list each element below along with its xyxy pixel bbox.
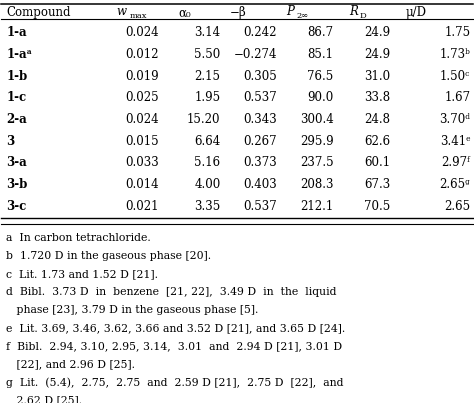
- Text: e  Lit. 3.69, 3.46, 3.62, 3.66 and 3.52 D [21], and 3.65 D [24].: e Lit. 3.69, 3.46, 3.62, 3.66 and 3.52 D…: [6, 323, 346, 333]
- Text: 5.16: 5.16: [194, 156, 220, 169]
- Text: b  1.720 D in the gaseous phase [20].: b 1.720 D in the gaseous phase [20].: [6, 251, 211, 261]
- Text: −0.274: −0.274: [234, 48, 277, 61]
- Text: 2.97ᶠ: 2.97ᶠ: [442, 156, 470, 169]
- Text: 0.024: 0.024: [126, 113, 159, 126]
- Text: 62.6: 62.6: [364, 135, 390, 147]
- Text: 24.9: 24.9: [364, 26, 390, 39]
- Text: 4.00: 4.00: [194, 178, 220, 191]
- Text: c  Lit. 1.73 and 1.52 D [21].: c Lit. 1.73 and 1.52 D [21].: [6, 269, 158, 279]
- Text: 2.15: 2.15: [194, 70, 220, 83]
- Text: 1.73ᵇ: 1.73ᵇ: [439, 48, 470, 61]
- Text: 31.0: 31.0: [364, 70, 390, 83]
- Text: 300.4: 300.4: [300, 113, 334, 126]
- Text: 0.305: 0.305: [243, 70, 277, 83]
- Text: 3.35: 3.35: [194, 199, 220, 212]
- Text: 0.373: 0.373: [243, 156, 277, 169]
- Text: [22], and 2.96 D [25].: [22], and 2.96 D [25].: [6, 359, 135, 369]
- Text: 3.14: 3.14: [194, 26, 220, 39]
- Text: μ/D: μ/D: [406, 6, 427, 19]
- Text: phase [23], 3.79 D in the gaseous phase [5].: phase [23], 3.79 D in the gaseous phase …: [6, 305, 258, 315]
- Text: 3.41ᵉ: 3.41ᵉ: [439, 135, 470, 147]
- Text: f  Bibl.  2.94, 3.10, 2.95, 3.14,  3.01  and  2.94 D [21], 3.01 D: f Bibl. 2.94, 3.10, 2.95, 3.14, 3.01 and…: [6, 341, 342, 351]
- Text: 0.267: 0.267: [244, 135, 277, 147]
- Text: D: D: [359, 12, 366, 20]
- Text: P: P: [286, 5, 294, 18]
- Text: 3-c: 3-c: [6, 199, 27, 212]
- Text: 60.1: 60.1: [364, 156, 390, 169]
- Text: 15.20: 15.20: [187, 113, 220, 126]
- Text: 208.3: 208.3: [300, 178, 334, 191]
- Text: g  Lit.  (5.4),  2.75,  2.75  and  2.59 D [21],  2.75 D  [22],  and: g Lit. (5.4), 2.75, 2.75 and 2.59 D [21]…: [6, 377, 344, 388]
- Text: 2∞: 2∞: [296, 12, 309, 20]
- Text: 1.50ᶜ: 1.50ᶜ: [440, 70, 470, 83]
- Text: 3-a: 3-a: [6, 156, 27, 169]
- Text: 0.015: 0.015: [126, 135, 159, 147]
- Text: 76.5: 76.5: [307, 70, 334, 83]
- Text: 70.5: 70.5: [364, 199, 390, 212]
- Text: 0.242: 0.242: [244, 26, 277, 39]
- Text: 2.65ᵍ: 2.65ᵍ: [439, 178, 470, 191]
- Text: 212.1: 212.1: [301, 199, 334, 212]
- Text: 86.7: 86.7: [308, 26, 334, 39]
- Text: 33.8: 33.8: [364, 91, 390, 104]
- Text: 3-b: 3-b: [6, 178, 27, 191]
- Text: 0.012: 0.012: [126, 48, 159, 61]
- Text: 24.9: 24.9: [364, 48, 390, 61]
- Text: 0.403: 0.403: [243, 178, 277, 191]
- Text: d  Bibl.  3.73 D  in  benzene  [21, 22],  3.49 D  in  the  liquid: d Bibl. 3.73 D in benzene [21, 22], 3.49…: [6, 287, 337, 297]
- Text: 1-c: 1-c: [6, 91, 26, 104]
- Text: 2.65: 2.65: [444, 199, 470, 212]
- Text: 237.5: 237.5: [300, 156, 334, 169]
- Text: −β: −β: [230, 6, 246, 19]
- Text: 2.62 D [25].: 2.62 D [25].: [6, 395, 82, 403]
- Text: 90.0: 90.0: [307, 91, 334, 104]
- Text: 1-b: 1-b: [6, 70, 27, 83]
- Text: 0.024: 0.024: [126, 26, 159, 39]
- Text: max: max: [130, 12, 147, 20]
- Text: 1.95: 1.95: [194, 91, 220, 104]
- Text: 0.025: 0.025: [126, 91, 159, 104]
- Text: w: w: [117, 5, 127, 18]
- Text: 295.9: 295.9: [300, 135, 334, 147]
- Text: 6.64: 6.64: [194, 135, 220, 147]
- Text: 0.021: 0.021: [126, 199, 159, 212]
- Text: 1.67: 1.67: [444, 91, 470, 104]
- Text: Compound: Compound: [6, 6, 71, 19]
- Text: 0.014: 0.014: [126, 178, 159, 191]
- Text: 0.537: 0.537: [243, 199, 277, 212]
- Text: 0.019: 0.019: [126, 70, 159, 83]
- Text: 2-a: 2-a: [6, 113, 27, 126]
- Text: 0.537: 0.537: [243, 91, 277, 104]
- Text: 85.1: 85.1: [308, 48, 334, 61]
- Text: 3: 3: [6, 135, 14, 147]
- Text: a  In carbon tetrachloride.: a In carbon tetrachloride.: [6, 233, 151, 243]
- Text: 0.343: 0.343: [243, 113, 277, 126]
- Text: 1-a: 1-a: [6, 26, 27, 39]
- Text: 1-aᵃ: 1-aᵃ: [6, 48, 32, 61]
- Text: 5.50: 5.50: [194, 48, 220, 61]
- Text: 3.70ᵈ: 3.70ᵈ: [439, 113, 470, 126]
- Text: 0.033: 0.033: [126, 156, 159, 169]
- Text: R: R: [349, 5, 358, 18]
- Text: α₀: α₀: [178, 6, 191, 19]
- Text: 67.3: 67.3: [364, 178, 390, 191]
- Text: 24.8: 24.8: [364, 113, 390, 126]
- Text: 1.75: 1.75: [444, 26, 470, 39]
